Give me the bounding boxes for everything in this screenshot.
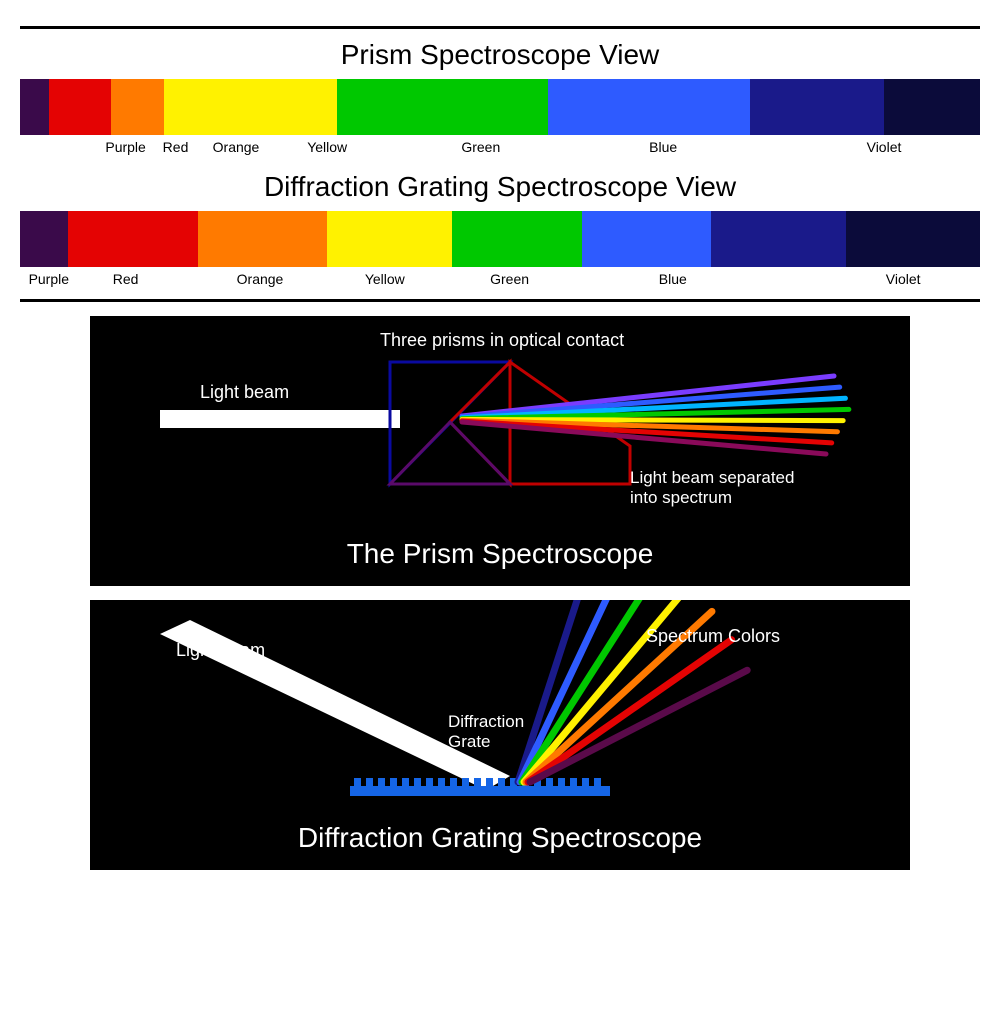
spectrum-segment bbox=[198, 211, 328, 267]
spectrum-segment bbox=[884, 79, 980, 135]
spectrum-segment bbox=[20, 211, 68, 267]
prism-spectrum: Purple Red Orange Yellow Green Blue Violet bbox=[20, 79, 980, 161]
spectrum-segment bbox=[582, 211, 712, 267]
spectrum-label: Green bbox=[490, 271, 529, 287]
grating-panel-title: Diffraction Grating Spectroscope bbox=[90, 816, 910, 866]
prism-panel: Three prisms in optical contact Light be… bbox=[90, 316, 910, 586]
spectrum-label: Red bbox=[113, 271, 139, 287]
grating-panel: Light beam Diffraction Grate Spectrum Co… bbox=[90, 600, 910, 870]
spectrum-segment bbox=[711, 211, 845, 267]
grating-grate-label-1: Diffraction bbox=[448, 712, 524, 732]
grating-spectrum-bar bbox=[20, 211, 980, 267]
spectrum-label: Blue bbox=[659, 271, 687, 287]
spectrum-segment bbox=[164, 79, 337, 135]
grating-diagram bbox=[90, 600, 910, 816]
spectrum-label: Orange bbox=[213, 139, 260, 155]
spectrum-segment bbox=[452, 211, 582, 267]
spectrum-label: Yellow bbox=[307, 139, 347, 155]
grating-view-title: Diffraction Grating Spectroscope View bbox=[0, 171, 1000, 203]
mid-rule bbox=[20, 299, 980, 302]
grating-spectrum: Purple Red Orange Yellow Green Blue Violet bbox=[20, 211, 980, 293]
prism-spectrum-bar bbox=[20, 79, 980, 135]
spectrum-label: Blue bbox=[649, 139, 677, 155]
spectrum-segment bbox=[846, 211, 980, 267]
prism-view-title: Prism Spectroscope View bbox=[0, 39, 1000, 71]
spectrum-label: Red bbox=[163, 139, 189, 155]
spectrum-segment bbox=[20, 79, 49, 135]
prism-panel-title: The Prism Spectroscope bbox=[90, 532, 910, 582]
grating-grate-label-2: Grate bbox=[448, 732, 491, 752]
spectrum-label: Purple bbox=[105, 139, 145, 155]
grating-spectrum-label: Spectrum Colors bbox=[646, 626, 780, 647]
prism-out-label-1: Light beam separated bbox=[630, 468, 794, 488]
spectrum-label: Purple bbox=[29, 271, 69, 287]
spectrum-segment bbox=[337, 79, 548, 135]
spectrum-segment bbox=[49, 79, 111, 135]
spectrum-segment bbox=[750, 79, 884, 135]
spectrum-label: Violet bbox=[886, 271, 921, 287]
spectrum-segment bbox=[68, 211, 198, 267]
spectrum-label: Green bbox=[461, 139, 500, 155]
grating-spectrum-labels: Purple Red Orange Yellow Green Blue Violet bbox=[20, 271, 980, 293]
prism-spectrum-labels: Purple Red Orange Yellow Green Blue Violet bbox=[20, 139, 980, 161]
spectrum-label: Violet bbox=[867, 139, 902, 155]
top-rule bbox=[20, 26, 980, 29]
spectrum-label: Orange bbox=[237, 271, 284, 287]
prism-top-label: Three prisms in optical contact bbox=[380, 330, 624, 351]
prism-beam-label: Light beam bbox=[200, 382, 289, 403]
spectrum-segment bbox=[327, 211, 452, 267]
spectrum-segment bbox=[111, 79, 164, 135]
prism-out-label-2: into spectrum bbox=[630, 488, 732, 508]
spectrum-label: Yellow bbox=[365, 271, 405, 287]
spectrum-segment bbox=[548, 79, 750, 135]
grating-beam-label: Light beam bbox=[176, 640, 265, 661]
